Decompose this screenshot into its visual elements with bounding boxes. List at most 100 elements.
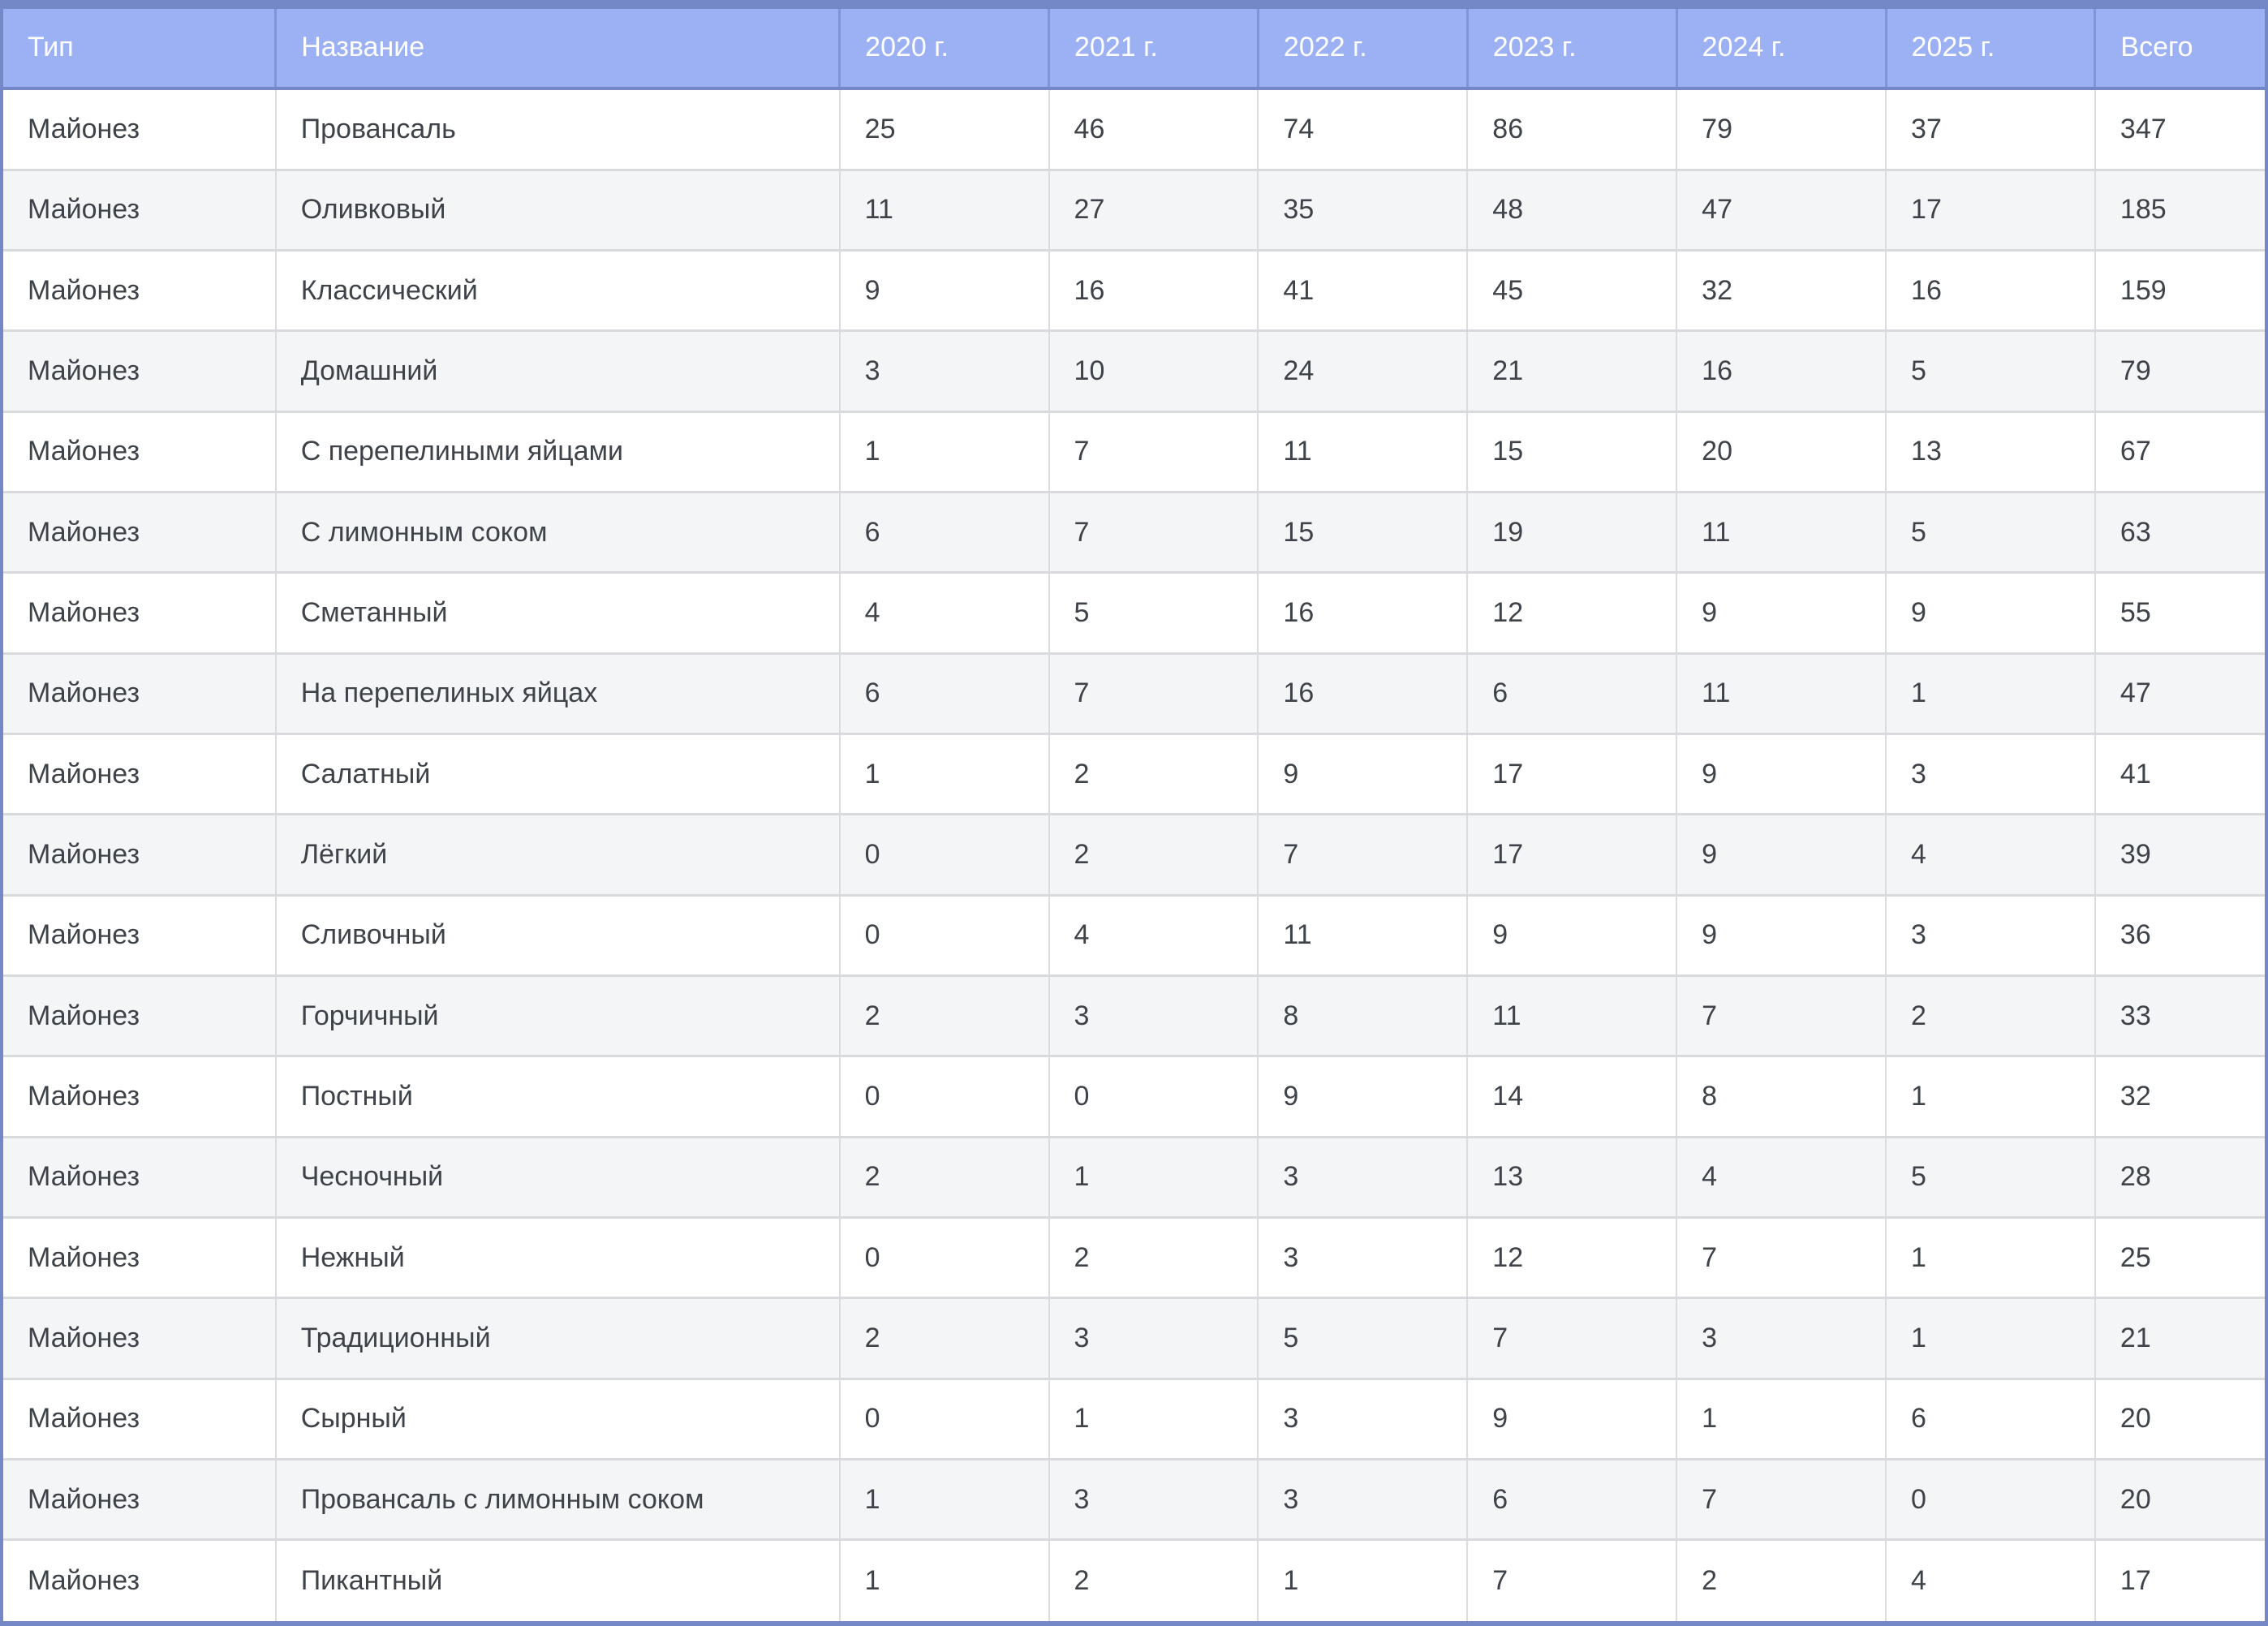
year-2024-cell: 32 xyxy=(1676,250,1887,333)
type-cell: Майонез xyxy=(2,1056,277,1138)
table-row: Майонез Домашний 3 10 24 21 16 5 79 xyxy=(2,330,2266,413)
year-2025-cell: 5 xyxy=(1886,330,2096,413)
year-2023-cell: 15 xyxy=(1467,411,1678,493)
year-2022-cell: 24 xyxy=(1258,330,1469,413)
name-cell: Лёгкий xyxy=(275,814,841,897)
column-header-total[interactable]: Всего xyxy=(2094,4,2266,90)
year-2023-cell: 21 xyxy=(1467,330,1678,413)
year-2023-cell: 13 xyxy=(1467,1137,1678,1220)
column-header-name[interactable]: Название xyxy=(275,4,841,90)
year-2023-cell: 9 xyxy=(1467,895,1678,977)
year-2020-cell: 1 xyxy=(839,733,1050,816)
year-2024-cell: 8 xyxy=(1676,1056,1887,1138)
name-cell: Сырный xyxy=(275,1379,841,1461)
column-header-2020[interactable]: 2020 г. xyxy=(839,4,1051,90)
column-header-2022[interactable]: 2022 г. xyxy=(1258,4,1469,90)
column-header-type[interactable]: Тип xyxy=(2,4,278,90)
year-2020-cell: 6 xyxy=(839,492,1050,574)
name-cell: Провансаль с лимонным соком xyxy=(275,1459,841,1542)
total-cell: 20 xyxy=(2094,1379,2266,1461)
year-2020-cell: 0 xyxy=(839,1217,1050,1300)
table-row: Майонез Классический 9 16 41 45 32 16 159 xyxy=(2,250,2266,333)
year-2022-cell: 3 xyxy=(1258,1459,1469,1542)
total-cell: 28 xyxy=(2094,1137,2266,1220)
total-cell: 67 xyxy=(2094,411,2266,493)
type-cell: Майонез xyxy=(2,653,277,735)
year-2021-cell: 3 xyxy=(1048,975,1259,1058)
type-cell: Майонез xyxy=(2,1539,277,1624)
year-2021-cell: 46 xyxy=(1048,88,1259,171)
year-2022-cell: 3 xyxy=(1258,1137,1469,1220)
year-2021-cell: 2 xyxy=(1048,1539,1259,1624)
year-2022-cell: 74 xyxy=(1258,88,1469,171)
year-2021-cell: 0 xyxy=(1048,1056,1259,1138)
year-2020-cell: 4 xyxy=(839,572,1050,655)
year-2020-cell: 1 xyxy=(839,1459,1050,1542)
type-cell: Майонез xyxy=(2,492,277,574)
name-cell: Оливковый xyxy=(275,170,841,252)
year-2020-cell: 6 xyxy=(839,653,1050,735)
year-2022-cell: 3 xyxy=(1258,1379,1469,1461)
name-cell: Сметанный xyxy=(275,572,841,655)
year-2022-cell: 15 xyxy=(1258,492,1469,574)
name-cell: Салатный xyxy=(275,733,841,816)
table-row: Майонез Горчичный 2 3 8 11 7 2 33 xyxy=(2,975,2266,1058)
table-row: Майонез С лимонным соком 6 7 15 19 11 5 63 xyxy=(2,492,2266,574)
column-header-2024[interactable]: 2024 г. xyxy=(1676,4,1887,90)
year-2025-cell: 0 xyxy=(1886,1459,2096,1542)
total-cell: 347 xyxy=(2094,88,2266,171)
total-cell: 20 xyxy=(2094,1459,2266,1542)
year-2022-cell: 5 xyxy=(1258,1297,1469,1380)
type-cell: Майонез xyxy=(2,1297,277,1380)
year-2025-cell: 3 xyxy=(1886,733,2096,816)
type-cell: Майонез xyxy=(2,330,277,413)
table-row: Майонез Провансаль с лимонным соком 1 3 3 6 7 0… xyxy=(2,1459,2266,1542)
year-2020-cell: 2 xyxy=(839,1137,1050,1220)
column-header-2025[interactable]: 2025 г. xyxy=(1886,4,2097,90)
year-2025-cell: 9 xyxy=(1886,572,2096,655)
year-2025-cell: 6 xyxy=(1886,1379,2096,1461)
year-2024-cell: 20 xyxy=(1676,411,1887,493)
total-cell: 47 xyxy=(2094,653,2266,735)
year-2023-cell: 12 xyxy=(1467,572,1678,655)
year-2023-cell: 9 xyxy=(1467,1379,1678,1461)
year-2024-cell: 47 xyxy=(1676,170,1887,252)
year-2023-cell: 6 xyxy=(1467,1459,1678,1542)
year-2022-cell: 16 xyxy=(1258,572,1469,655)
name-cell: Чесночный xyxy=(275,1137,841,1220)
year-2022-cell: 9 xyxy=(1258,1056,1469,1138)
year-2025-cell: 4 xyxy=(1886,1539,2096,1624)
header-row: Тип Название 2020 г. 2021 г. 2022 г. 202… xyxy=(2,4,2266,90)
year-2020-cell: 0 xyxy=(839,895,1050,977)
table-row: Майонез Лёгкий 0 2 7 17 9 4 39 xyxy=(2,814,2266,897)
year-2025-cell: 5 xyxy=(1886,1137,2096,1220)
year-2021-cell: 27 xyxy=(1048,170,1259,252)
total-cell: 159 xyxy=(2094,250,2266,333)
year-2023-cell: 86 xyxy=(1467,88,1678,171)
year-2021-cell: 7 xyxy=(1048,411,1259,493)
year-2024-cell: 79 xyxy=(1676,88,1887,171)
year-2023-cell: 17 xyxy=(1467,814,1678,897)
type-cell: Майонез xyxy=(2,1137,277,1220)
total-cell: 79 xyxy=(2094,330,2266,413)
column-header-2021[interactable]: 2021 г. xyxy=(1048,4,1259,90)
year-2024-cell: 3 xyxy=(1676,1297,1887,1380)
column-header-2023[interactable]: 2023 г. xyxy=(1467,4,1678,90)
year-2024-cell: 9 xyxy=(1676,733,1887,816)
year-2021-cell: 2 xyxy=(1048,814,1259,897)
name-cell: Классический xyxy=(275,250,841,333)
type-cell: Майонез xyxy=(2,733,277,816)
year-2023-cell: 14 xyxy=(1467,1056,1678,1138)
total-cell: 25 xyxy=(2094,1217,2266,1300)
year-2022-cell: 41 xyxy=(1258,250,1469,333)
type-cell: Майонез xyxy=(2,572,277,655)
table-row: Майонез Чесночный 2 1 3 13 4 5 28 xyxy=(2,1137,2266,1220)
name-cell: Нежный xyxy=(275,1217,841,1300)
year-2024-cell: 1 xyxy=(1676,1379,1887,1461)
year-2024-cell: 2 xyxy=(1676,1539,1887,1624)
type-cell: Майонез xyxy=(2,88,277,171)
year-2021-cell: 5 xyxy=(1048,572,1259,655)
year-2020-cell: 1 xyxy=(839,1539,1050,1624)
table-row: Майонез Постный 0 0 9 14 8 1 32 xyxy=(2,1056,2266,1138)
year-2021-cell: 10 xyxy=(1048,330,1259,413)
